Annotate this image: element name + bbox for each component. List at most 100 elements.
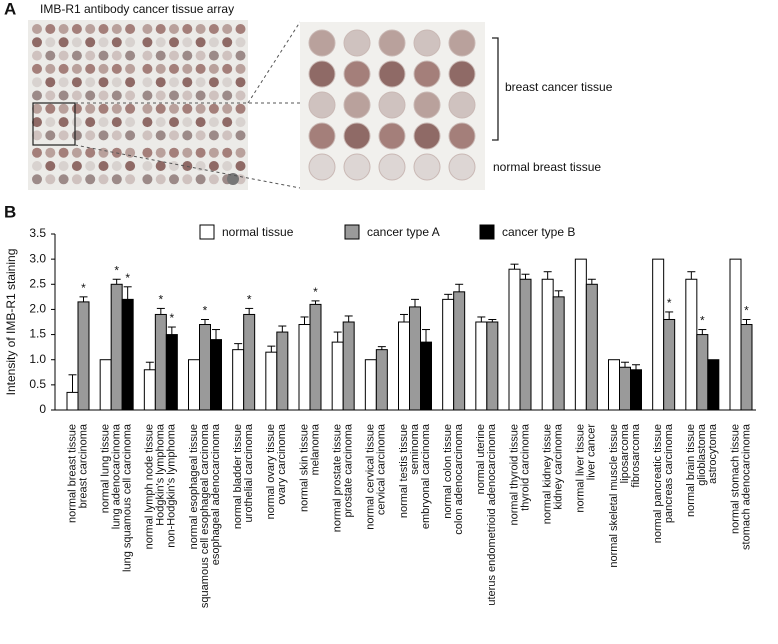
tissue-core (182, 174, 193, 185)
tissue-core (182, 147, 193, 158)
tissue-core (413, 122, 441, 150)
tissue-core (195, 24, 206, 34)
tissue-core (125, 130, 136, 141)
x-tick-label: embryonal carcinoma (420, 423, 432, 529)
x-tick-label: normal testis tissue (398, 424, 410, 518)
x-tick-label: melanoma (309, 423, 321, 475)
tissue-core (182, 77, 193, 88)
tissue-core (195, 103, 206, 114)
tissue-core (45, 117, 56, 128)
tissue-core (195, 37, 206, 48)
tissue-core (448, 29, 476, 57)
tissue-core (378, 29, 406, 57)
tissue-core (58, 63, 69, 74)
tissue-core (413, 60, 441, 88)
tissue-core (142, 90, 153, 101)
tissue-core (222, 77, 233, 88)
legend-label: cancer type A (367, 225, 440, 239)
tissue-core (343, 29, 371, 57)
x-tick-label: normal lung tissue (100, 424, 112, 513)
tissue-core (58, 174, 69, 185)
bar (729, 258, 742, 411)
tissue-core (235, 103, 246, 114)
x-tick-label: normal lymph node tissue (144, 424, 156, 549)
tissue-core (45, 161, 56, 171)
tissue-core (58, 130, 69, 141)
tissue-core (32, 50, 42, 61)
plot: 0 0.5 1.0 1.5 2.0 2.5 3.0 3.5 normal tissue cance… (29, 224, 756, 608)
tissue-core (142, 147, 153, 158)
tissue-core (222, 37, 233, 48)
tissue-core (32, 161, 42, 171)
tissue-core (208, 130, 219, 141)
tissue-core (98, 161, 109, 171)
tissue-core (125, 147, 136, 158)
tissue-core (182, 103, 193, 114)
x-tick-label: normal prostate tissue (332, 424, 344, 532)
tissue-core (222, 63, 233, 74)
x-tick-label: liver cancer (586, 424, 598, 481)
tissue-core (125, 77, 136, 88)
tissue-core (308, 29, 336, 57)
tissue-core (142, 63, 153, 74)
tissue-core (71, 77, 82, 88)
tissue-core (378, 60, 406, 88)
tissue-core (58, 37, 69, 48)
tissue-core (155, 161, 166, 171)
tissue-core (85, 147, 96, 158)
tissue-core (85, 103, 96, 114)
tissue-core (45, 130, 56, 141)
tissue-core (195, 161, 206, 171)
bar (442, 298, 455, 411)
x-tick-label: normal bladder tissue (232, 424, 244, 529)
significance-marker: * (81, 281, 86, 295)
tissue-core (125, 174, 136, 185)
tissue-core (448, 60, 476, 88)
tissue-core (343, 91, 371, 119)
x-tick-label: ovary carcinoma (276, 423, 288, 505)
y-tick-label: 0 (39, 402, 46, 416)
x-tick-label: pancreas carcinoma (663, 423, 675, 523)
bar (420, 341, 432, 411)
bar (519, 278, 532, 411)
bar (154, 313, 167, 411)
x-tick-label: normal cervical tissue (365, 424, 377, 530)
tissue-core (413, 153, 441, 181)
tissue-core (413, 29, 441, 57)
tissue-core (32, 147, 42, 158)
tissue-core (85, 130, 96, 141)
x-tick-label: normal breast tissue (66, 424, 78, 523)
tissue-core (208, 50, 219, 61)
tissue-core (208, 77, 219, 88)
bar (232, 349, 245, 411)
tissue-core (208, 24, 219, 34)
tissue-core (208, 117, 219, 128)
x-tick-label: normal ovary tissue (265, 424, 277, 519)
tissue-core (71, 147, 82, 158)
x-tick-label: normal esophageal tissue (188, 424, 200, 549)
tissue-core (111, 90, 122, 101)
tissue-core (195, 174, 206, 185)
tissue-core (378, 153, 406, 181)
tissue-core (71, 90, 82, 101)
tissue-core (155, 63, 166, 74)
tissue-core (169, 50, 179, 61)
significance-marker: * (744, 304, 749, 318)
bar (298, 324, 311, 411)
tissue-core (182, 24, 193, 34)
tissue-core (155, 147, 166, 158)
tissue-core (32, 103, 42, 114)
x-tick-label: cervical carcinoma (376, 423, 388, 515)
tissue-core (222, 103, 233, 114)
zoom-cores (308, 29, 476, 181)
tissue-core (195, 130, 206, 141)
tissue-core (182, 37, 193, 48)
tissue-core (182, 63, 193, 74)
tissue-core (208, 103, 219, 114)
tissue-core (169, 147, 179, 158)
y-tick-label: 3.5 (29, 226, 46, 240)
x-tick-label: breast carcinoma (77, 423, 89, 508)
bar (121, 298, 134, 411)
tissue-core (208, 174, 219, 185)
